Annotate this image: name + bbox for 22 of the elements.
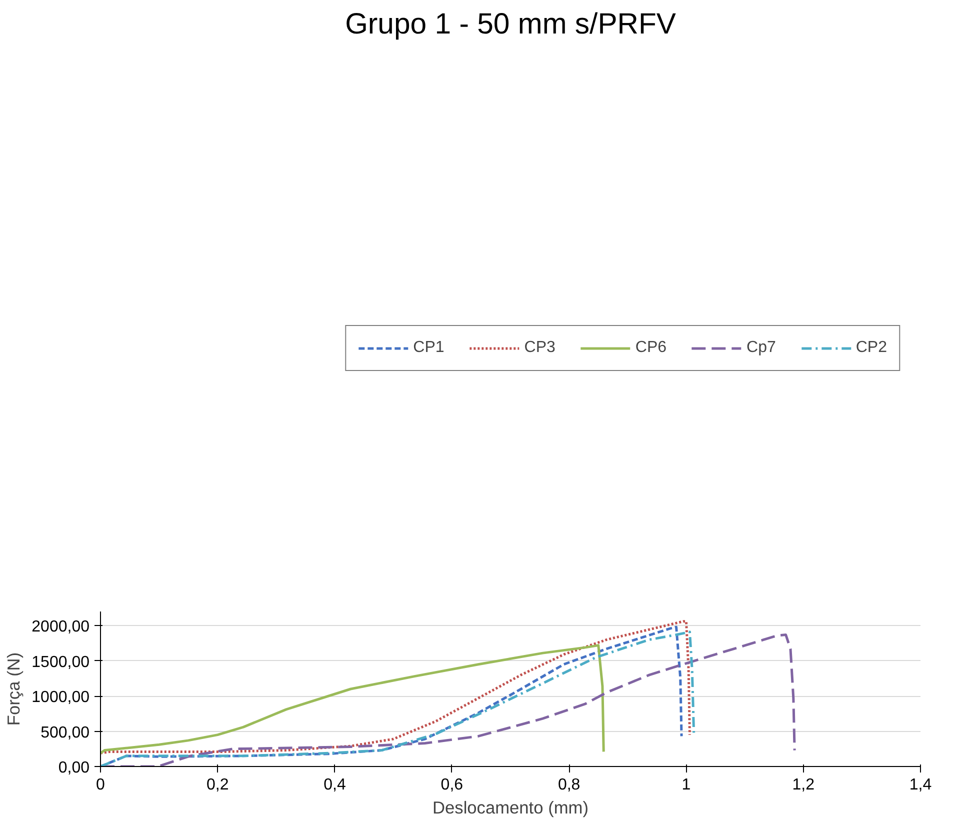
x-tick-label: 0,8 [558,776,580,794]
x-tick-label: 0,2 [206,776,229,794]
x-axis-title: Deslocamento (mm) [432,798,589,818]
legend-label: CP2 [856,338,887,358]
legend-label: CP1 [413,338,444,358]
y-tick-label: 500,00 [40,724,90,742]
x-tick-label: 1,4 [909,776,932,794]
chart-title: Grupo 1 - 50 mm s/PRFV [345,8,676,40]
legend-label: CP6 [635,338,667,358]
y-tick-label: 1000,00 [32,689,90,706]
y-tick-label: 0,00 [58,760,90,776]
y-tick-label: 2000,00 [32,618,90,636]
x-tick-label: 1,2 [792,776,815,794]
x-tick-label: 1 [682,776,691,794]
y-axis-title: Força (N) [4,652,24,726]
legend-label: Cp7 [746,338,776,358]
y-tick-label: 1500,00 [32,654,90,671]
x-tick-label: 0,6 [440,776,464,794]
legend-label: CP3 [524,338,556,358]
line-series [100,644,605,754]
x-tick-label: 0,4 [324,776,346,794]
x-tick-label: 0 [96,776,106,794]
